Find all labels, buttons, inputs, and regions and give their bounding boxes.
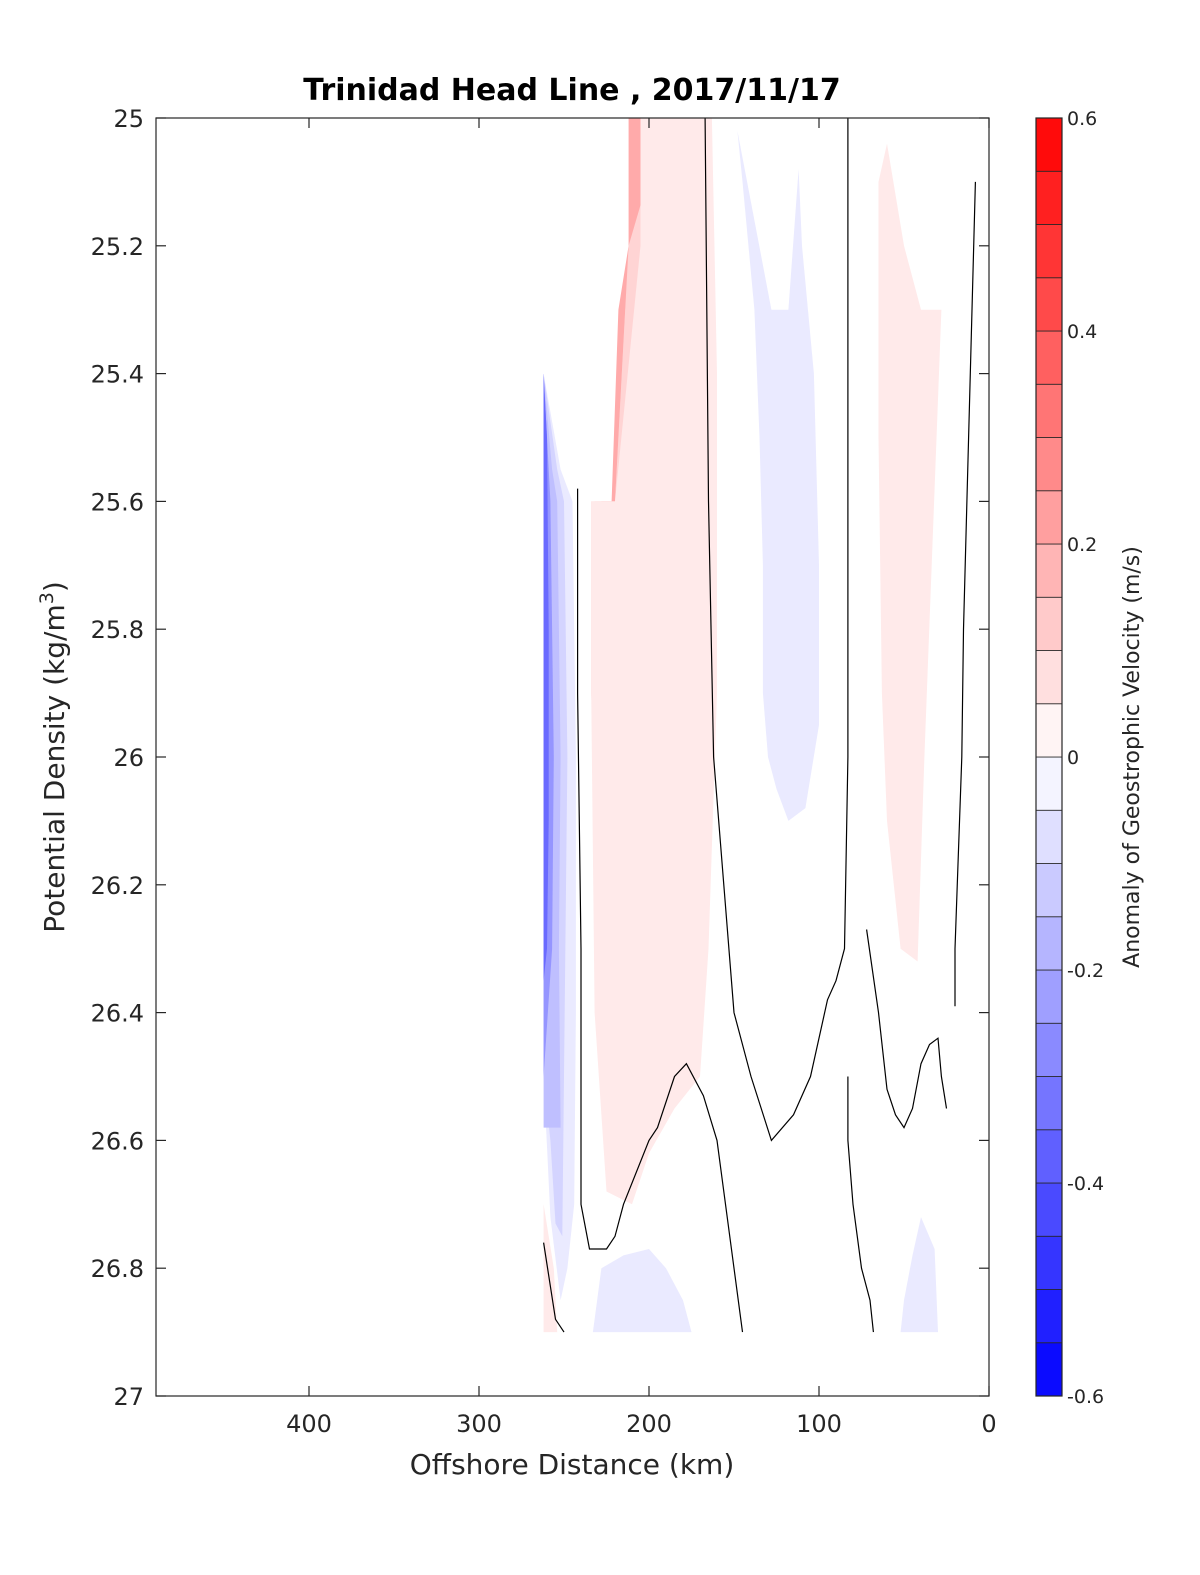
colorbar-segment [1035,596,1063,651]
contour-line-3 [704,117,849,1142]
x-axis-title: Offshore Distance (km) [410,1448,735,1481]
contour-line-5 [866,929,948,1129]
region-blue-core [543,373,549,981]
chart-title: Trinidad Head Line , 2017/11/17 [303,73,840,108]
region-blue-deep-1 [592,1249,692,1333]
colorbar-segment [1035,117,1063,172]
y-tick-label: 25 [113,105,144,133]
colorbar-segment [1035,543,1063,598]
colorbar: 0.6 0.4 0.2 0 -0.2 -0.4 -0.6 [1035,108,1104,1408]
colorbar-segment [1035,330,1063,385]
colorbar-tick-label: 0 [1067,747,1079,769]
colorbar-segment [1035,437,1063,492]
y-tick-label: 26 [113,744,144,772]
colorbar-segment [1035,1342,1063,1397]
x-tick-label: 400 [286,1410,332,1438]
x-axis-ticks: 400 300 200 100 0 [286,118,997,1438]
region-red-deep-sliver [543,1204,558,1333]
y-tick-label: 26.8 [91,1255,144,1283]
region-red-coastal [878,143,942,962]
y-tick-label: 26.4 [91,1000,144,1028]
y-axis-ticks: 25 25.2 25.4 25.6 25.8 26 26.2 26.4 26.6 26.8 27 [91,105,989,1411]
colorbar-tick-label: -0.4 [1067,1173,1104,1195]
y-tick-label: 26.6 [91,1127,144,1155]
region-blue-inner-column [737,130,819,821]
colorbar-segment [1035,1022,1063,1077]
contour-line-4 [847,1076,874,1333]
colorbar-segment [1035,650,1063,705]
contour-line-1 [543,1242,565,1333]
colorbar-segment [1035,756,1063,811]
zero-contour-lines [543,117,976,1333]
colorbar-tick-label: -0.6 [1067,1386,1104,1408]
colorbar-segment [1035,1182,1063,1237]
x-tick-label: 0 [981,1410,996,1438]
colorbar-segment [1035,809,1063,864]
y-tick-label: 25.6 [91,488,144,516]
colorbar-frame [1035,117,1063,1397]
y-tick-label: 25.4 [91,361,144,389]
y-tick-label: 25.2 [91,233,144,261]
region-blue-deep-2 [900,1217,938,1333]
velocity-anomaly-regions [543,118,942,1333]
y-tick-label: 26.2 [91,872,144,900]
colorbar-segment [1035,170,1063,225]
colorbar-segment [1035,969,1063,1024]
y-tick-label: 25.8 [91,616,144,644]
colorbar-tick-label: 0.4 [1067,321,1097,343]
colorbar-segment [1035,916,1063,971]
colorbar-tick-label: -0.2 [1067,960,1104,982]
colorbar-tick-label: 0.6 [1067,108,1097,130]
contour-line-2 [576,488,744,1333]
x-tick-label: 300 [456,1410,502,1438]
colorbar-segment [1035,490,1063,545]
y-axis-title: Potential Density (kg/m3) [36,581,71,933]
colorbar-segment [1035,1289,1063,1344]
x-tick-label: 200 [626,1410,672,1438]
contour-line-6 [954,181,976,1007]
colorbar-segment [1035,1076,1063,1131]
colorbar-tick-label: 0.2 [1067,534,1097,556]
colorbar-segment [1035,383,1063,438]
x-tick-label: 100 [796,1410,842,1438]
colorbar-title: Anomaly of Geostrophic Velocity (m/s) [1120,546,1145,968]
colorbar-segment [1035,703,1063,758]
colorbar-segment [1035,277,1063,332]
y-axis-title-superscript: 3 [36,592,58,604]
region-red-outer [591,118,717,1205]
y-axis-title-close: ) [38,581,71,592]
y-tick-label: 27 [113,1383,144,1411]
colorbar-segment [1035,1129,1063,1184]
colorbar-segment [1035,863,1063,918]
colorbar-segment [1035,1235,1063,1290]
y-axis-title-main: Potential Density (kg/m [38,604,71,933]
colorbar-segment [1035,224,1063,279]
